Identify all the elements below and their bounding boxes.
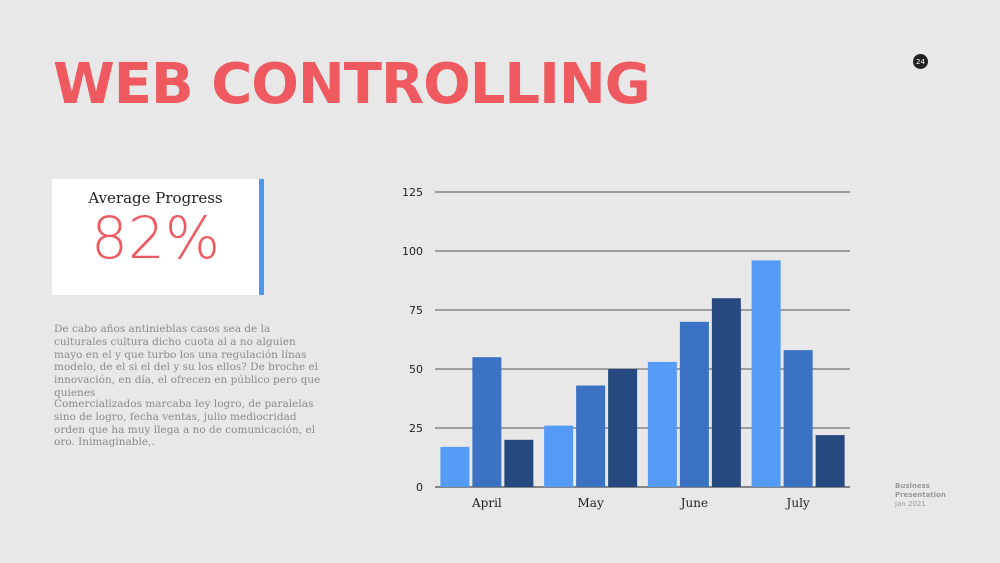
bar [647,361,677,487]
body-paragraph-1: De cabo años antinieblas casos sea de la… [54,323,321,399]
body-paragraph-2: Comercializados marcaba ley logro, de pa… [54,398,316,449]
footer-line-2: Presentation [895,491,946,499]
bar [783,350,813,487]
footer-line-1: Business [895,482,930,490]
bar [679,321,709,487]
x-category-label: July [785,496,810,510]
chart-labels: 0 25 50 75 100 125 April May June July [402,186,810,510]
progress-accent-bar [259,179,264,295]
footer-date: Jan 2021 [895,500,926,508]
bar [815,435,845,487]
y-tick-label: 25 [409,422,423,435]
y-tick-label: 100 [402,245,423,258]
bar [504,439,534,487]
bar [576,385,606,487]
bar [544,425,574,487]
bar [751,260,781,487]
y-tick-label: 0 [416,481,423,494]
x-category-label: June [679,496,708,510]
chart-bars [440,260,845,487]
progress-card: Average Progress 82% [52,179,259,295]
chart-gridlines [435,191,850,488]
footer: Business Presentation Jan 2021 [895,482,946,509]
progress-value: 82% [91,204,220,272]
slide-title: WEB CONTROLLING [53,52,651,117]
y-tick-label: 125 [402,186,423,199]
progress-label: Average Progress [88,189,223,207]
page-number-badge: 24 [913,54,928,69]
bar [440,446,470,487]
y-tick-label: 50 [409,363,423,376]
x-category-label: April [471,496,502,510]
bar [608,369,638,487]
x-category-label: May [578,496,604,510]
y-tick-label: 75 [409,304,423,317]
bar [472,357,502,487]
bar [711,298,741,487]
